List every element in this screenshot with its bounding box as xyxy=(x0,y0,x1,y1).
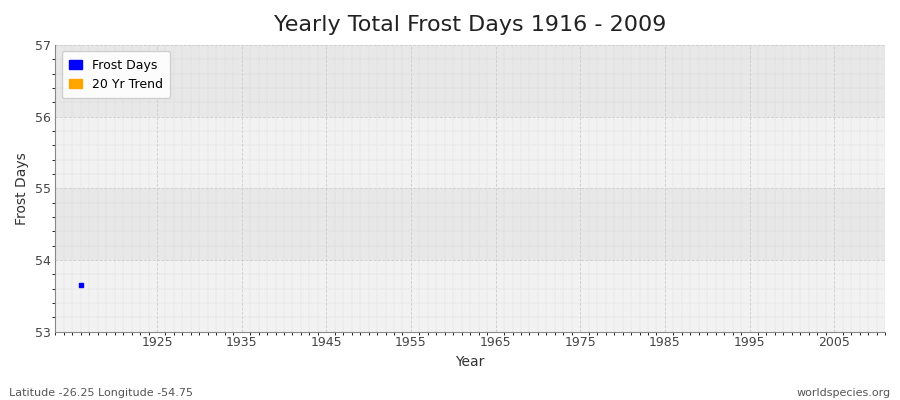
Bar xyxy=(56,116,885,188)
Bar xyxy=(56,45,885,116)
Y-axis label: Frost Days: Frost Days xyxy=(15,152,29,225)
X-axis label: Year: Year xyxy=(455,355,485,369)
Text: worldspecies.org: worldspecies.org xyxy=(796,388,891,398)
Text: Latitude -26.25 Longitude -54.75: Latitude -26.25 Longitude -54.75 xyxy=(9,388,193,398)
Title: Yearly Total Frost Days 1916 - 2009: Yearly Total Frost Days 1916 - 2009 xyxy=(274,15,666,35)
Legend: Frost Days, 20 Yr Trend: Frost Days, 20 Yr Trend xyxy=(62,51,170,98)
Bar xyxy=(56,260,885,332)
Bar xyxy=(56,188,885,260)
